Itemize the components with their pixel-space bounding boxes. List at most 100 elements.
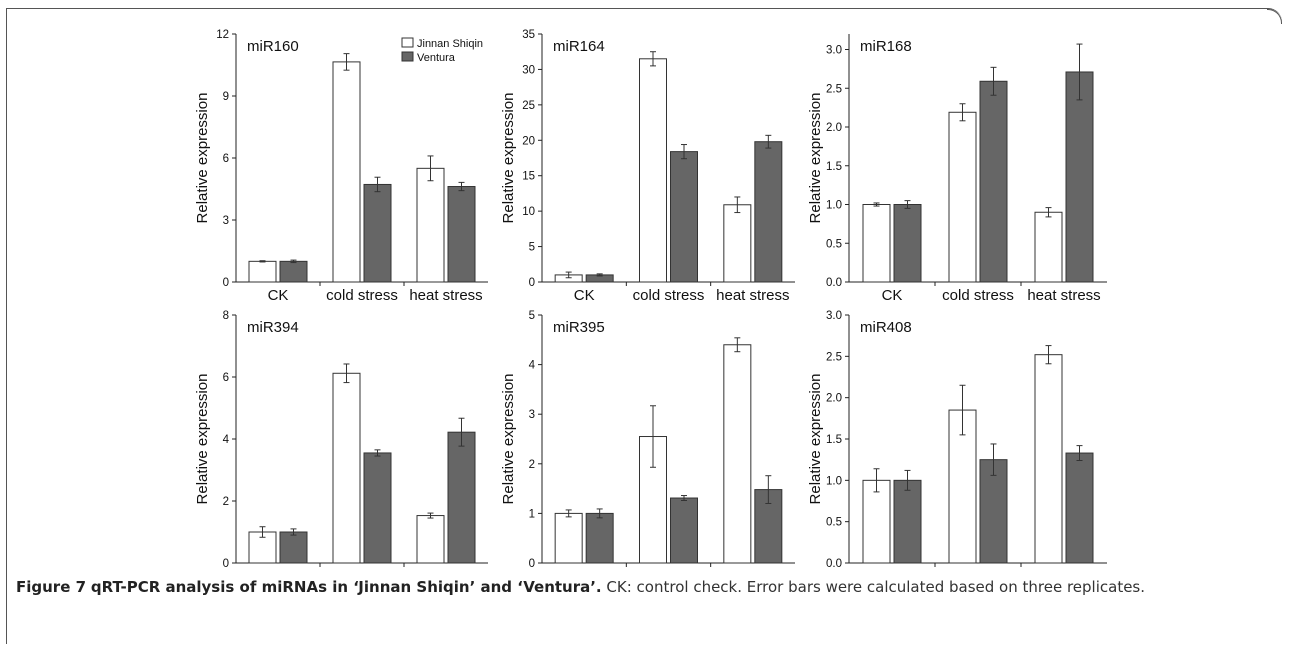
bar-jinnan-shiqin-heat-stress <box>1034 211 1063 283</box>
y-tick-label: 2 <box>529 459 535 471</box>
bar-ventura-cold-stress <box>979 80 1008 283</box>
x-tick-label: cold stress <box>326 568 398 570</box>
x-tick-label: heat stress <box>1027 287 1100 304</box>
x-tick-label: cold stress <box>942 568 1014 570</box>
bar-jinnan-shiqin-heat-stress <box>416 167 445 283</box>
bar-ventura-heat-stress <box>1065 452 1094 564</box>
y-tick-label: 3 <box>529 409 535 421</box>
y-tick-label: 2.0 <box>826 393 842 405</box>
y-tick-label: 2.5 <box>826 351 842 363</box>
bar-jinnan-shiqin-cold-stress <box>948 409 977 564</box>
y-tick-label: 3.0 <box>826 310 842 322</box>
x-tick-label: heat stress <box>409 568 482 570</box>
bar-jinnan-shiqin-CK <box>554 512 583 564</box>
figure-caption: Figure 7 qRT-PCR analysis of miRNAs in ‘… <box>16 577 1256 598</box>
chart-panel-miR164: 0 5 10 15 20 25 30 35 Relative expression miR164 C… <box>500 29 795 304</box>
y-tick-label: 0 <box>529 558 535 570</box>
y-tick-label: 0 <box>223 558 229 570</box>
y-tick-label: 2 <box>223 496 229 508</box>
y-tick-label: 0.0 <box>826 277 842 289</box>
bar-jinnan-shiqin-cold-stress <box>639 58 667 283</box>
bar-jinnan-shiqin-CK <box>862 479 891 564</box>
y-tick-label: 3 <box>223 215 229 227</box>
y-tick-label: 0.5 <box>826 517 842 529</box>
bar-ventura-CK <box>279 531 308 564</box>
y-tick-label: 2.5 <box>826 83 842 95</box>
bar-ventura-CK <box>279 260 308 283</box>
y-axis-label: Relative expression <box>807 93 824 224</box>
bar-ventura-cold-stress <box>670 497 698 564</box>
chart-title: miR168 <box>860 38 912 55</box>
chart-title: miR408 <box>860 319 912 336</box>
bar-jinnan-shiqin-heat-stress <box>1034 354 1063 564</box>
chart-panel-miR394: 0 2 4 6 8 Relative expression miR394 CK cold str… <box>194 310 488 570</box>
x-tick-label: cold stress <box>633 568 705 570</box>
y-tick-label: 5 <box>529 310 535 322</box>
bar-jinnan-shiqin-cold-stress <box>332 372 361 564</box>
bar-jinnan-shiqin-heat-stress <box>416 515 445 564</box>
bar-ventura-CK <box>585 512 614 564</box>
y-tick-label: 0 <box>223 277 229 289</box>
y-tick-label: 25 <box>522 100 535 112</box>
y-tick-label: 0.0 <box>826 558 842 570</box>
y-axis-label: Relative expression <box>500 93 517 224</box>
caption-label: Figure 7 <box>16 578 87 596</box>
y-tick-label: 12 <box>216 29 229 41</box>
x-tick-label: heat stress <box>409 287 482 304</box>
x-tick-label: heat stress <box>1027 568 1100 570</box>
legend-swatch <box>401 37 414 48</box>
x-tick-label: heat stress <box>716 287 789 304</box>
y-axis-label: Relative expression <box>194 93 211 224</box>
bar-ventura-heat-stress <box>447 186 476 283</box>
bar-jinnan-shiqin-cold-stress <box>948 111 977 283</box>
y-tick-label: 35 <box>522 29 535 41</box>
y-tick-label: 9 <box>223 91 229 103</box>
x-tick-label: heat stress <box>716 568 789 570</box>
chart-panel-miR395: 0 1 2 3 4 5 Relative expression miR395 CK cold st… <box>500 310 795 570</box>
chart-panel-miR408: 0.0 0.5 1.0 1.5 2.0 2.5 3.0 Relative expression… <box>807 310 1107 570</box>
chart-panel-miR168: 0.0 0.5 1.0 1.5 2.0 2.5 3.0 Relative expression… <box>807 34 1107 304</box>
bar-jinnan-shiqin-heat-stress <box>723 204 752 283</box>
bar-ventura-cold-stress <box>363 183 392 283</box>
x-tick-label: cold stress <box>942 287 1014 304</box>
bar-ventura-heat-stress <box>754 141 783 283</box>
y-tick-label: 6 <box>223 153 229 165</box>
y-tick-label: 4 <box>529 360 536 372</box>
bar-ventura-cold-stress <box>363 452 392 564</box>
chart-panel-miR160: 0 3 6 9 12 Relative expression miR160 CK cold st… <box>194 29 488 304</box>
y-tick-label: 2.0 <box>826 122 842 134</box>
y-tick-label: 10 <box>522 206 535 218</box>
figure-charts: 0 3 6 9 12 Relative expression miR160 CK cold st… <box>194 29 1107 570</box>
y-tick-label: 5 <box>529 242 535 254</box>
y-tick-label: 1.0 <box>826 475 842 487</box>
chart-title: miR164 <box>553 38 605 55</box>
y-tick-label: 6 <box>223 372 229 384</box>
y-tick-label: 15 <box>522 171 535 183</box>
y-tick-label: 30 <box>522 64 535 76</box>
y-tick-label: 3.0 <box>826 45 842 57</box>
bar-ventura-CK <box>893 479 922 564</box>
chart-title: miR394 <box>247 319 299 336</box>
x-tick-label: CK <box>574 287 595 304</box>
y-axis-label: Relative expression <box>807 374 824 505</box>
bar-ventura-cold-stress <box>670 151 698 283</box>
x-tick-label: CK <box>882 287 903 304</box>
y-axis-label: Relative expression <box>194 374 211 505</box>
bar-ventura-CK <box>893 204 922 283</box>
y-tick-label: 4 <box>223 434 230 446</box>
x-tick-label: cold stress <box>326 287 398 304</box>
y-tick-label: 1.5 <box>826 434 842 446</box>
y-tick-label: 0.5 <box>826 238 842 250</box>
x-tick-label: CK <box>574 568 595 570</box>
caption-text: CK: control check. Error bars were calcu… <box>606 578 1146 596</box>
y-tick-label: 8 <box>223 310 229 322</box>
x-tick-label: CK <box>882 568 903 570</box>
caption-title: qRT-PCR analysis of miRNAs in ‘Jinnan Sh… <box>90 578 602 596</box>
legend-label: Ventura <box>417 52 456 64</box>
chart-title: miR395 <box>553 319 605 336</box>
chart-title: miR160 <box>247 38 299 55</box>
x-tick-label: CK <box>268 287 289 304</box>
y-tick-label: 0 <box>529 277 535 289</box>
bar-jinnan-shiqin-CK <box>862 204 891 283</box>
bar-jinnan-shiqin-heat-stress <box>723 344 752 564</box>
